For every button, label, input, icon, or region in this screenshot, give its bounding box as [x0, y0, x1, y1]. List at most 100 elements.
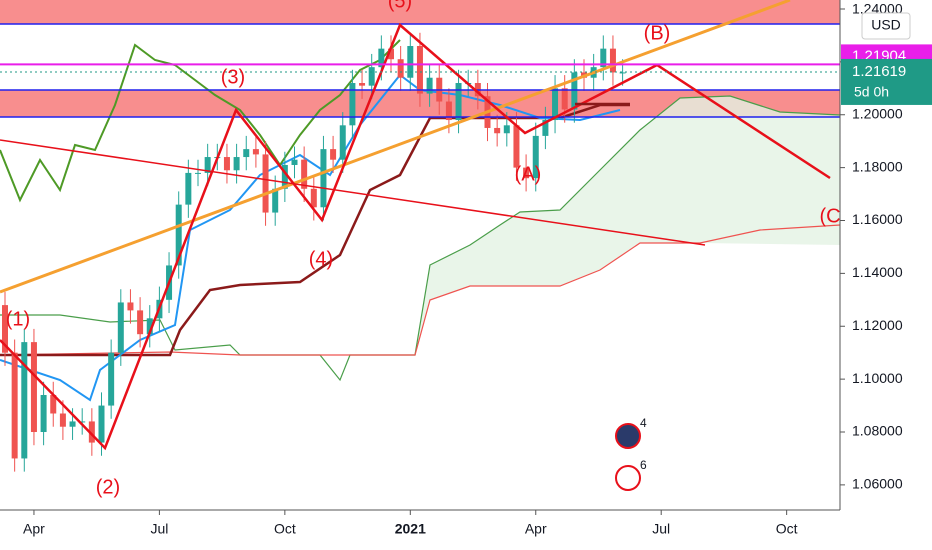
wave-label: (4): [309, 248, 333, 270]
candle-body: [349, 83, 356, 126]
span-b: [0, 224, 841, 356]
countdown: 5d 0h: [854, 84, 889, 100]
candle-body: [426, 77, 433, 94]
candle-body: [359, 83, 366, 86]
wave-label: (C: [819, 205, 840, 227]
candle-body: [513, 125, 520, 168]
candle-body: [600, 48, 607, 68]
wave-path: [0, 22, 831, 451]
candle-body: [330, 149, 337, 160]
event-badge: [615, 423, 641, 449]
candle-body: [21, 342, 28, 459]
trend-line: [0, 139, 706, 246]
candle-body: [609, 48, 616, 73]
candle-body: [117, 302, 124, 353]
y-tick-label: 1.20000: [852, 105, 903, 121]
candle-body: [320, 149, 327, 208]
axes: 1.06000 1.08000 1.10000 1.12000 1.14000 1.160…: [23, 1, 932, 537]
x-tick-label: Jul: [652, 521, 670, 537]
candle-body: [619, 72, 626, 74]
time-axis: [0, 510, 932, 550]
candle-body: [552, 88, 559, 121]
candle-body: [50, 394, 57, 414]
candle-body: [272, 188, 279, 213]
y-tick-label: 1.18000: [852, 158, 903, 174]
candle-body: [40, 394, 47, 433]
candle-body: [310, 188, 317, 208]
wave-label: (5): [388, 0, 412, 12]
price-label: 1.21619: [852, 63, 906, 80]
candle-body: [571, 72, 578, 110]
candle-body: [185, 172, 192, 205]
y-tick-label: 1.08000: [852, 423, 903, 439]
candle-body: [146, 318, 153, 335]
candle-body: [494, 127, 501, 134]
y-tick-label: 1.14000: [852, 264, 903, 280]
span-a: [0, 95, 841, 382]
candle-body: [2, 305, 8, 353]
candle-body: [416, 46, 423, 94]
wave-label: (B): [644, 22, 671, 44]
resistance-zone: [0, 0, 840, 24]
candle-body: [291, 159, 298, 165]
candle-body: [407, 46, 414, 78]
candle-body: [388, 48, 394, 60]
tenkan: [0, 73, 621, 402]
y-tick-label: 1.06000: [852, 476, 903, 492]
candle-body: [397, 59, 404, 78]
candle-body: [88, 421, 95, 443]
candle-body: [455, 83, 462, 121]
candles: [2, 32, 626, 472]
candle-body: [233, 157, 240, 171]
chikou: [0, 39, 401, 203]
candle-body: [561, 88, 568, 110]
event-badge: [615, 465, 641, 491]
candle-body: [243, 149, 250, 158]
candle-body: [368, 67, 375, 86]
x-tick-label: Apr: [23, 521, 45, 537]
candle-body: [127, 302, 134, 311]
price-label-box: [841, 58, 932, 105]
candle-body: [532, 135, 539, 179]
candle-body: [59, 413, 66, 427]
trend-line: [0, 0, 791, 294]
y-tick-label: 1.10000: [852, 370, 903, 386]
x-tick-label: 2021: [395, 521, 426, 537]
x-tick-label: Oct: [274, 521, 296, 537]
y-tick-label: 1.16000: [852, 211, 903, 227]
wave-label: (1): [6, 308, 30, 330]
candle-body: [301, 159, 308, 189]
y-tick-label: 1.12000: [852, 317, 903, 333]
candle-body: [69, 421, 76, 427]
candle-body: [204, 157, 211, 173]
ichimoku-cloud: [415, 96, 840, 355]
candle-body: [11, 352, 18, 459]
currency: USD: [871, 17, 901, 33]
candle-body: [79, 421, 86, 423]
candle-body: [98, 405, 105, 443]
x-tick-label: Jul: [150, 521, 168, 537]
event-count: 6: [640, 458, 647, 472]
candle-body: [108, 352, 115, 406]
candle-body: [195, 172, 201, 174]
candle-body: [378, 48, 385, 68]
candle-body: [445, 101, 452, 121]
wave-label: (2): [96, 476, 120, 498]
annotations: (1) (2) (3) (4) (5) (A) (B) (C 4 6: [0, 0, 841, 498]
candle-body: [262, 154, 269, 213]
candle-body: [503, 125, 510, 134]
candle-body: [137, 310, 144, 335]
event-count: 4: [640, 416, 647, 430]
wave-label: (3): [221, 66, 245, 88]
wave-label: (A): [515, 163, 542, 185]
candle-body: [175, 204, 182, 266]
candle-body: [281, 164, 288, 189]
candle-body: [339, 125, 346, 160]
candle-body: [223, 157, 230, 171]
candle-body: [30, 342, 37, 433]
x-tick-label: Oct: [776, 521, 798, 537]
candle-body: [523, 167, 530, 179]
currency-box: [861, 12, 911, 40]
